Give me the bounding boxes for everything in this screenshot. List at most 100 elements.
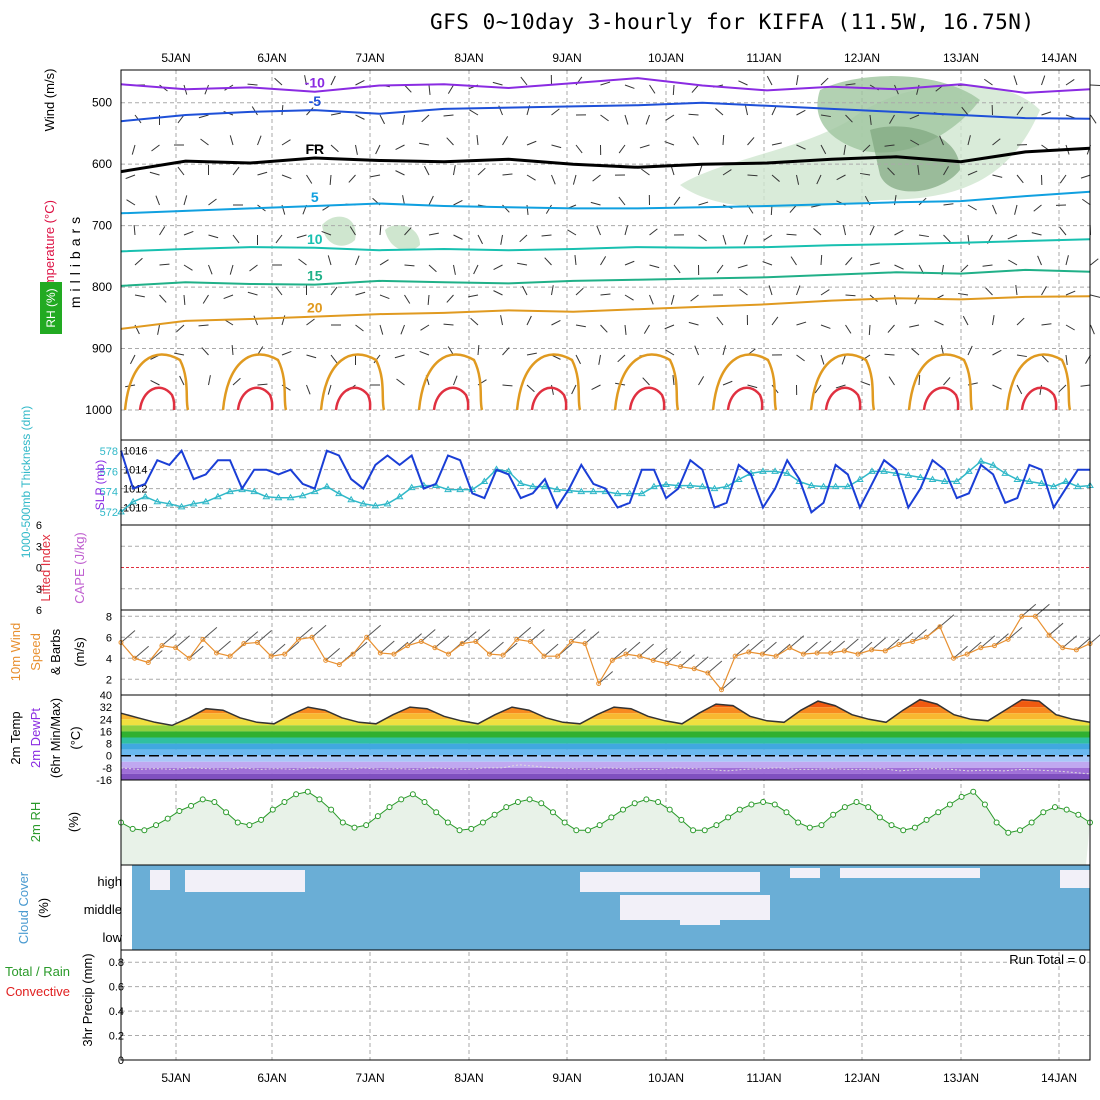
- barb: [355, 114, 365, 120]
- barb: [673, 264, 681, 274]
- date-label-bottom: 12JAN: [844, 1071, 880, 1085]
- rh-point: [900, 827, 907, 834]
- li-axis-label: Lifted Index: [38, 534, 53, 602]
- temp-band: [121, 713, 1090, 720]
- wind-barb: [994, 633, 1009, 647]
- precip-convective-label: Convective: [6, 984, 70, 999]
- wind-point: [841, 648, 847, 654]
- rh-point: [748, 801, 755, 808]
- wind-barb: [134, 645, 149, 659]
- barb: [1090, 114, 1097, 124]
- upper-air-side-labels: Temperature (°C) Wind (m/s): [42, 69, 57, 300]
- barb: [373, 354, 381, 364]
- barb: [887, 324, 895, 333]
- barb: [355, 144, 358, 155]
- slp-line: [120, 448, 1090, 514]
- barb: [443, 323, 454, 326]
- barb: [982, 264, 993, 267]
- rh-point: [269, 806, 276, 813]
- cloud-label-g: Cloud Cover: [16, 871, 31, 944]
- cloud-row-label: low: [102, 930, 122, 945]
- barb: [617, 354, 626, 363]
- barb: [722, 234, 727, 245]
- barb: [747, 174, 758, 177]
- temp-tick: 40: [100, 690, 112, 702]
- temp-band: [121, 773, 1090, 780]
- thickness-point: [371, 501, 380, 509]
- barb: [600, 81, 611, 86]
- barb: [789, 204, 797, 213]
- thickness-point: [940, 477, 949, 484]
- barb: [453, 165, 456, 176]
- isotherm-30-loop: [432, 386, 470, 411]
- date-label-top: 7JAN: [355, 51, 384, 65]
- barb: [618, 144, 626, 154]
- barb: [641, 168, 650, 176]
- temp-band: [121, 749, 1090, 756]
- wind-barb: [639, 643, 654, 657]
- barb: [813, 228, 822, 236]
- wind-barb: [966, 641, 982, 655]
- rh-point: [958, 793, 965, 800]
- rh-unit-g: (%): [66, 812, 81, 832]
- barb: [643, 324, 650, 334]
- thickness-point: [577, 487, 586, 495]
- barb: [575, 287, 584, 296]
- barb: [664, 324, 675, 330]
- wind-tick: 8: [106, 611, 112, 623]
- date-label-top: 11JAN: [746, 51, 781, 65]
- barb: [1041, 111, 1052, 116]
- rh-point: [643, 796, 650, 803]
- barb: [469, 109, 479, 116]
- thickness-point: [1074, 482, 1082, 490]
- wind-point: [951, 655, 957, 661]
- wind-barb: [175, 635, 190, 649]
- barb: [229, 135, 234, 146]
- cloud-clear: [790, 868, 820, 878]
- barb: [796, 285, 801, 296]
- precip-axis-label: 3hr Precip (mm): [80, 953, 95, 1046]
- barb: [419, 142, 430, 146]
- barb: [232, 234, 240, 244]
- thickness-point: [323, 482, 331, 490]
- rh-point: [806, 824, 813, 831]
- wind-point: [268, 653, 274, 659]
- barb: [600, 114, 609, 122]
- barb: [355, 255, 360, 266]
- barb: [1016, 354, 1027, 358]
- rh-point: [316, 796, 323, 803]
- wind-point: [650, 657, 656, 663]
- slp-frame: [120, 439, 1091, 526]
- barb: [327, 255, 332, 266]
- wind-barb: [1062, 635, 1078, 649]
- barb: [1007, 234, 1018, 240]
- wind-point: [664, 661, 670, 667]
- barb: [183, 230, 194, 236]
- barb: [370, 174, 381, 178]
- wind-barbs: [125, 74, 1100, 396]
- barb: [526, 352, 537, 356]
- rh-point: [935, 809, 942, 816]
- date-label-top: 10JAN: [648, 51, 684, 65]
- barb: [1033, 204, 1042, 212]
- barb: [420, 324, 430, 331]
- wind-point: [391, 651, 397, 657]
- barb: [424, 165, 430, 176]
- barb: [493, 264, 503, 270]
- barb: [842, 225, 846, 236]
- barb: [766, 75, 773, 86]
- barb: [985, 287, 993, 296]
- barb: [692, 136, 699, 146]
- barb: [575, 144, 583, 154]
- barb: [400, 324, 405, 335]
- rh-point: [970, 788, 977, 795]
- barb: [453, 200, 463, 206]
- thickness-line: [120, 460, 1091, 513]
- wind-barb: [652, 647, 668, 661]
- precip-tick: 0: [118, 1055, 124, 1067]
- isotherm-30-loop: [530, 386, 568, 411]
- rh-point: [981, 801, 988, 808]
- barb: [894, 264, 904, 270]
- thickness-point: [928, 475, 937, 482]
